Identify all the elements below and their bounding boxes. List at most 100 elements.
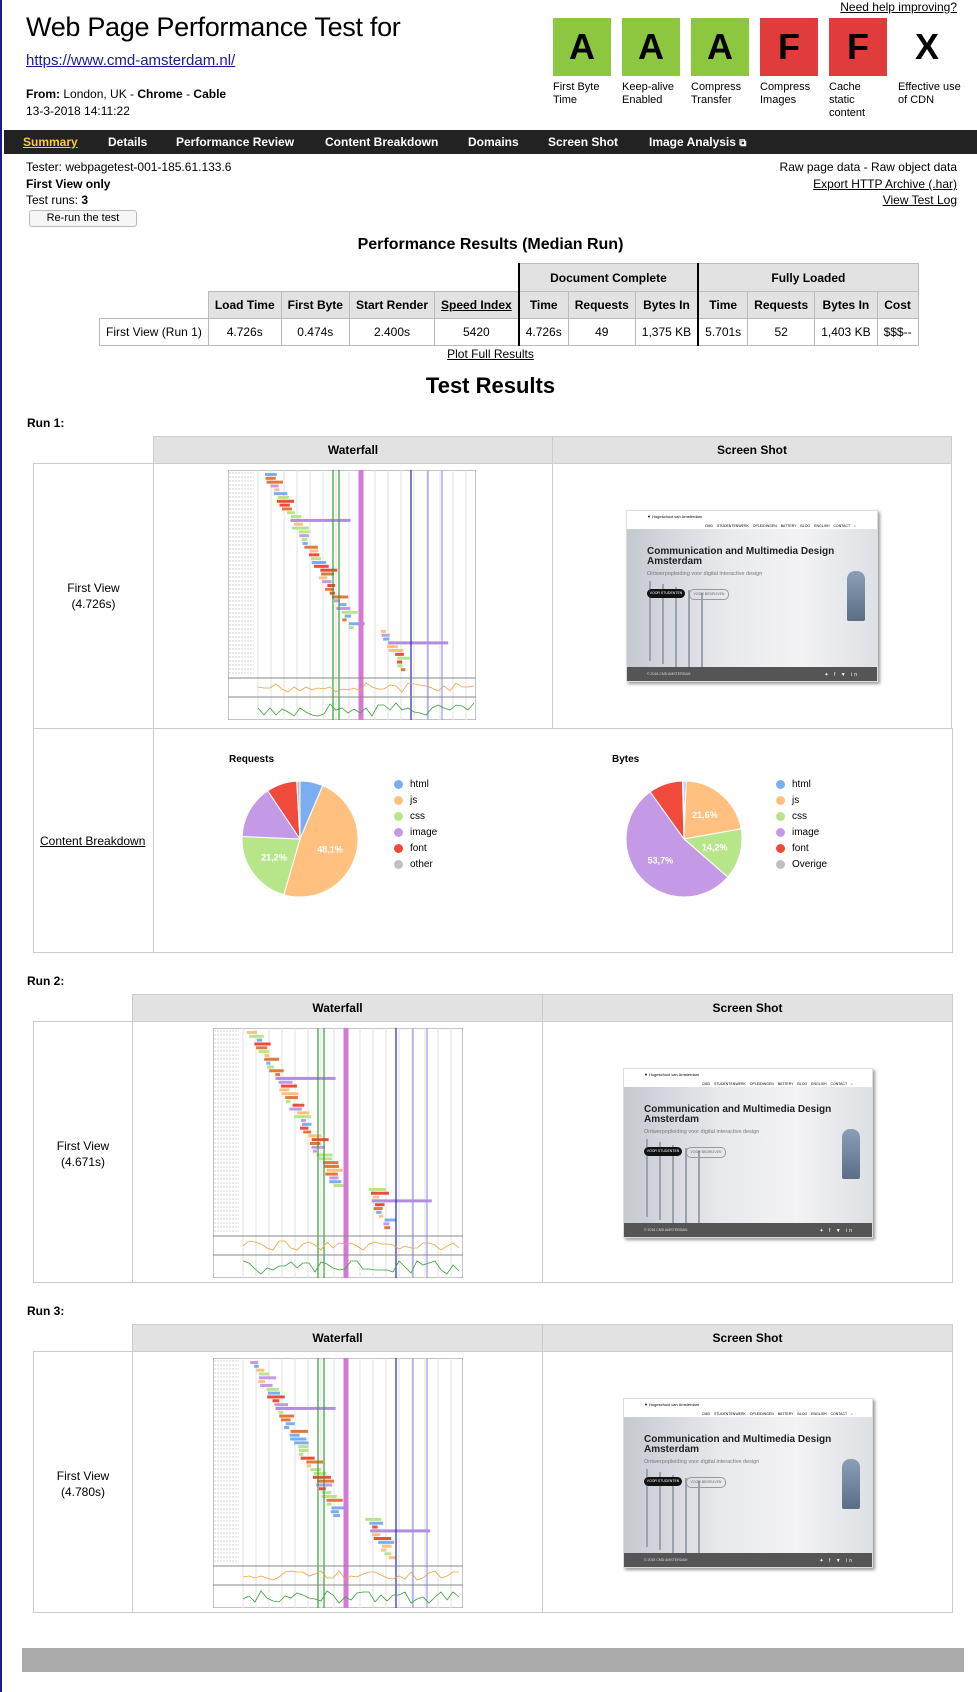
waterfall-bar [298,530,310,534]
rerun-button[interactable]: Re-run the test [29,210,137,227]
site-subtitle: Ontwerpopleiding voor digital interactiv… [644,1459,760,1465]
waterfall-bar [293,522,303,526]
waterfall-bar [312,1475,331,1479]
help-link[interactable]: Need help improving? [840,0,957,14]
waterfall-bar [267,1065,274,1069]
waterfall-bar [370,1529,431,1533]
site-button-companies: VOOR BEDRIJVEN [686,1147,726,1158]
tab-summary[interactable]: Summary [23,135,78,149]
run-1-label: Run 1: [27,416,65,430]
cost-link[interactable]: $$$-- [883,325,912,339]
waterfall-bar [267,1395,285,1399]
grade-compress-transfer[interactable]: A Compress Transfer [691,18,755,107]
tested-url-link[interactable]: https://www.cmd-amsterdam.nl/ [26,52,236,69]
waterfall-bar [326,1498,343,1502]
waterfall-bar [302,541,308,545]
hero-stripe [698,1151,700,1229]
waterfall-bar [286,1099,291,1103]
requests-pie-chart: 48,1% 21,2% [241,780,359,898]
hero-stripe [659,1472,661,1550]
export-har-link[interactable]: Export HTTP Archive (.har) [813,177,957,191]
content-breakdown-link[interactable]: Content Breakdown [40,834,146,848]
waterfall-bar [338,603,347,607]
waterfall-header: Waterfall [132,1324,543,1352]
waterfall-bar [275,1076,336,1080]
waterfall-header: Waterfall [153,436,553,464]
page-screenshot[interactable]: ▼ Hogeschool van Amsterdam CMD STUDENTENW… [626,510,878,682]
waterfall-bar [311,561,327,565]
site-button-students: VOOR STUDENTEN [644,1477,682,1486]
waterfall-bar [348,622,365,626]
test-location: From: London, UK - Chrome - Cable [26,87,227,101]
tab-details[interactable]: Details [108,135,148,149]
tab-image-analysis[interactable]: Image Analysis ⧉ [649,135,747,149]
waterfall-bar [388,1556,397,1560]
grade-first-byte[interactable]: A First Byte Time [553,18,617,107]
waterfall-bar [331,595,349,599]
raw-object-data-link[interactable]: Raw object data [870,160,957,174]
waterfall-bar [268,1391,281,1395]
waterfall-bar [301,538,308,542]
waterfall-bar [388,649,404,653]
tab-screen-shot[interactable]: Screen Shot [548,135,619,149]
grade-compress-images[interactable]: F Compress Images [760,18,824,107]
legend-item: css [776,808,827,824]
legend-swatch [394,843,403,853]
legend-swatch [776,843,785,853]
waterfall-bar [333,1514,341,1518]
hero-stripe [685,1148,687,1226]
site-headline: Communication and Multimedia Design Amst… [644,1434,832,1455]
tester-info: Tester: webpagetest-001-185.61.133.6 [26,160,232,174]
waterfall-bar [378,1214,384,1218]
waterfall-bar [326,1168,343,1172]
bandwidth-graph [242,1590,460,1604]
waterfall-bar [281,1092,299,1096]
waterfall-bar [322,1491,332,1495]
waterfall-bar [304,545,318,549]
grade-cache-static[interactable]: F Cache static content [829,18,887,120]
cpu-graph [242,1240,460,1251]
run-1-link[interactable]: Run 1 [165,325,198,339]
waterfall-bar [260,1383,273,1387]
tab-performance-review[interactable]: Performance Review [176,135,295,149]
waterfall-bar [299,1452,304,1456]
tab-domains[interactable]: Domains [468,135,519,149]
waterfall-chart[interactable] [213,1028,463,1278]
waterfall-bar [300,1456,315,1460]
waterfall-chart[interactable] [228,470,476,720]
site-hero-figure [842,1129,860,1179]
waterfall-bar [294,1115,312,1119]
hero-stripe [698,1481,700,1559]
raw-data-links: Raw page data - Raw object data [779,160,957,174]
grade-keep-alive[interactable]: A Keep-alive Enabled [622,18,686,107]
waterfall-bar [314,564,329,568]
waterfall-bar [330,1510,339,1514]
hero-stripe [662,584,664,664]
site-footer: © 2018 CMD AMSTERDAM [624,1223,872,1237]
pie-slice-label: 21,2% [261,853,287,863]
legend-swatch [394,779,403,789]
site-menu: CMD STUDENTENWERK OPLEIDINGEN BATTERY BL… [702,1082,853,1086]
waterfall-chart[interactable] [213,1358,463,1608]
site-subtitle: Ontwerpopleiding voor digital interactiv… [647,571,763,577]
plot-full-results-link[interactable]: Plot Full Results [447,347,534,361]
page-screenshot[interactable]: ▼ Hogeschool van Amsterdam CMD STUDENTENW… [623,1068,873,1238]
waterfall-bar [329,1180,342,1184]
waterfall-bar [303,1130,312,1134]
test-runs: Test runs: 3 [26,193,89,207]
waterfall-bar [325,1172,338,1176]
waterfall-bar [371,1533,381,1537]
waterfall-bar [342,618,347,622]
page-screenshot[interactable]: ▼ Hogeschool van Amsterdam CMD STUDENTENW… [623,1398,873,1568]
legend-swatch [776,859,785,869]
view-test-log-link[interactable]: View Test Log [882,193,957,207]
speed-index-link[interactable]: Speed Index [434,291,520,319]
waterfall-bar [325,587,335,591]
tab-content-breakdown[interactable]: Content Breakdown [325,135,439,149]
hero-stripe [672,1145,674,1223]
waterfall-bar [321,1494,337,1498]
grade-cdn[interactable]: X Effective use of CDN [898,18,962,107]
raw-page-data-link[interactable]: Raw page data [779,160,861,174]
waterfall-bar [368,1187,387,1191]
waterfall-bar [277,495,289,499]
